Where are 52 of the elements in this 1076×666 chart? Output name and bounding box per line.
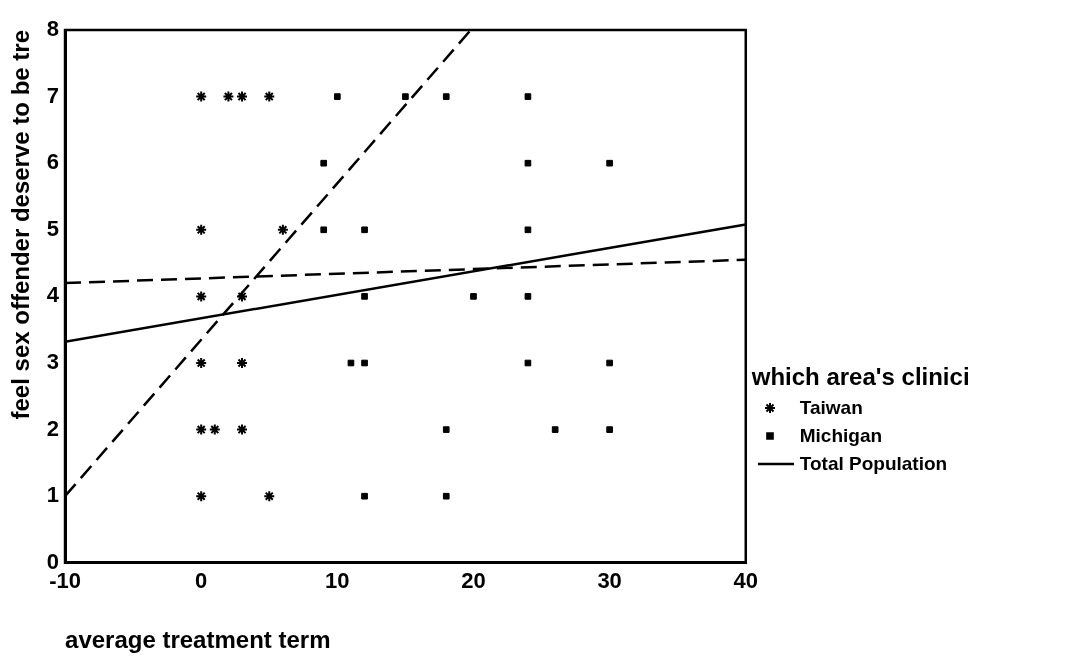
- point: [208, 423, 221, 436]
- point: [347, 359, 355, 367]
- point: [320, 226, 328, 234]
- y-tick-label: 1: [46, 482, 60, 508]
- x-tick-label: 40: [733, 568, 759, 594]
- point: [606, 159, 613, 167]
- point: [195, 90, 208, 103]
- point: [361, 359, 368, 367]
- point: [361, 293, 368, 300]
- point: [402, 93, 409, 100]
- point: [606, 426, 613, 433]
- point: [551, 426, 559, 433]
- y-tick-label: 3: [46, 349, 60, 375]
- point: [524, 159, 532, 167]
- point: [442, 426, 450, 433]
- x-tick-label: 0: [195, 568, 208, 594]
- point: [195, 490, 208, 503]
- point: [361, 492, 368, 500]
- point: [263, 90, 276, 103]
- point: [334, 93, 341, 100]
- point: [320, 159, 328, 167]
- point: [361, 226, 368, 234]
- point: [195, 223, 208, 236]
- y-tick-label: 8: [46, 16, 60, 42]
- point: [195, 290, 208, 303]
- y-tick-label: 7: [46, 82, 60, 108]
- legend-label: Michigan: [799, 424, 883, 447]
- point: [195, 357, 208, 369]
- point: [524, 93, 532, 100]
- point: [195, 423, 208, 436]
- point: [263, 490, 276, 503]
- point: [222, 90, 235, 103]
- y-axis-title: feel sex offender deserve to be tre: [7, 30, 35, 420]
- point: [442, 492, 450, 500]
- y-tick-label: 2: [46, 415, 60, 441]
- y-tick-label: 4: [46, 282, 60, 308]
- point: [470, 293, 477, 300]
- legend-title: which area's clinici: [751, 362, 970, 391]
- y-tick-label: 5: [46, 215, 60, 241]
- point: [524, 359, 532, 367]
- point: [276, 223, 289, 236]
- legend-label: Taiwan: [799, 396, 863, 419]
- point: [524, 226, 532, 234]
- point: [524, 293, 532, 300]
- x-tick-label: 30: [597, 568, 622, 594]
- x-tick-label: 10: [325, 568, 350, 594]
- legend-label: Total Population: [799, 452, 948, 475]
- x-tick-label: 20: [461, 568, 486, 594]
- point: [442, 93, 450, 100]
- x-axis-title: average treatment term: [65, 626, 331, 654]
- y-tick-label: 6: [46, 149, 60, 175]
- point: [606, 359, 613, 367]
